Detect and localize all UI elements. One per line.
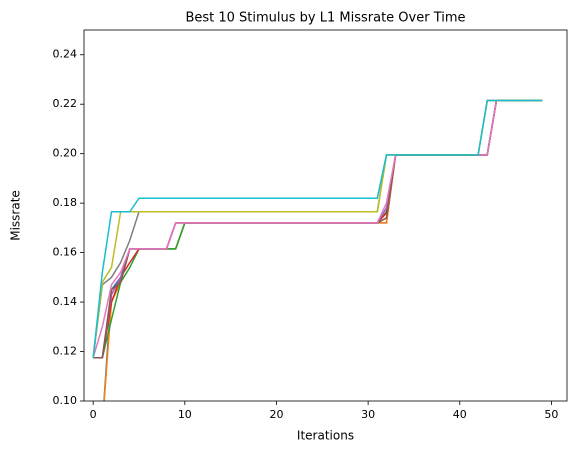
y-tick-label: 0.14 bbox=[53, 295, 78, 308]
x-tick-label: 50 bbox=[544, 408, 558, 421]
y-tick-label: 0.10 bbox=[53, 394, 78, 407]
x-axis-label: Iterations bbox=[297, 429, 354, 443]
x-tick-label: 10 bbox=[178, 408, 192, 421]
plot-frame bbox=[83, 29, 568, 402]
x-tick-label: 40 bbox=[453, 408, 467, 421]
x-tick-label: 30 bbox=[361, 408, 375, 421]
chart-title: Best 10 Stimulus by L1 Missrate Over Tim… bbox=[185, 11, 465, 26]
y-tick-label: 0.18 bbox=[53, 196, 78, 209]
y-tick-label: 0.22 bbox=[53, 97, 78, 110]
series-line bbox=[92, 99, 543, 358]
y-tick-label: 0.12 bbox=[53, 345, 78, 358]
series-line bbox=[92, 99, 543, 358]
y-axis-label: Missrate bbox=[9, 190, 23, 241]
x-tick-label: 0 bbox=[90, 408, 97, 421]
y-tick-label: 0.24 bbox=[53, 48, 78, 61]
y-tick-label: 0.20 bbox=[53, 147, 78, 160]
y-tick-label: 0.16 bbox=[53, 246, 78, 259]
x-tick-label: 20 bbox=[269, 408, 283, 421]
